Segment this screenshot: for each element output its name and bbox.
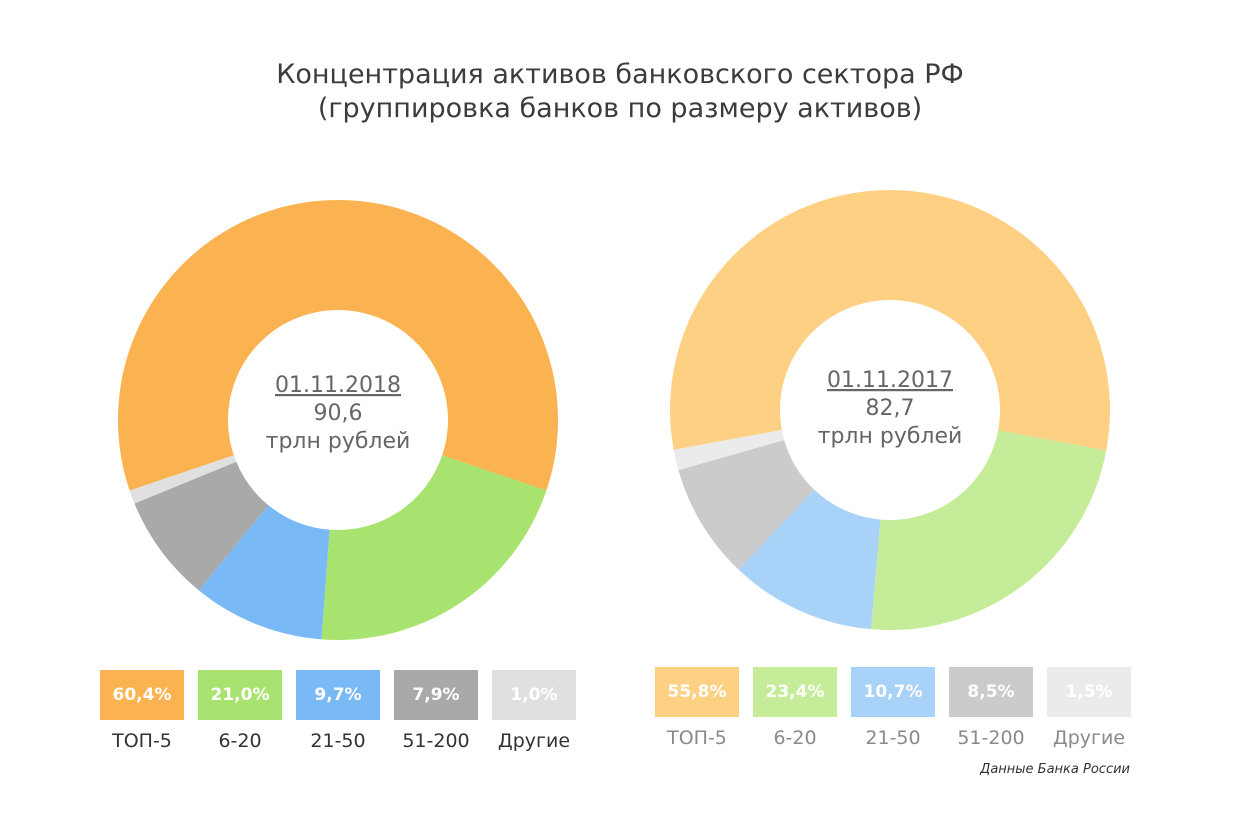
legend-value-21-50: 9,7%: [296, 670, 380, 720]
legend-value-other: 1,5%: [1047, 667, 1131, 717]
donut-slice-21-50: [198, 505, 330, 640]
legend-value-21-50: 10,7%: [851, 667, 935, 717]
source-note: Данные Банка России: [980, 762, 1130, 777]
donut-chart-2017: 01.11.2017 82,7 трлн рублей: [670, 189, 1110, 630]
donut-chart-2018: 01.11.2018 90,6 трлн рублей: [117, 199, 558, 640]
donut-slice-6-20: [321, 455, 547, 640]
donut-slice-other: [129, 455, 237, 504]
legend-label-21-50: 21-50: [865, 727, 921, 749]
center-value-label: 90,6: [314, 401, 363, 426]
legend-value-top5: 60,4%: [100, 670, 184, 720]
center-date-label: 01.11.2017: [827, 368, 953, 393]
center-unit-label: трлн рублей: [266, 429, 411, 454]
legend-value-other: 1,0%: [492, 670, 576, 720]
legend-value-top5: 55,8%: [655, 667, 739, 717]
legend-label-6-20: 6-20: [218, 730, 262, 752]
center-unit-label: трлн рублей: [818, 424, 963, 449]
donut-slice-6-20: [870, 430, 1107, 630]
center-value-label: 82,7: [866, 396, 915, 421]
legend-value-6-20: 23,4%: [753, 667, 837, 717]
donut-slice-51-200: [134, 461, 269, 591]
legend-label-51-200: 51-200: [957, 727, 1025, 749]
legend-label-other: Другие: [497, 730, 571, 752]
title-line-1: Концентрация активов банковского сектора…: [276, 59, 964, 90]
donut-slice-21-50: [738, 489, 881, 630]
donut-slice-51-200: [678, 440, 815, 570]
title-line-2: (группировка банков по размеру активов): [317, 93, 923, 124]
legend-value-6-20: 21,0%: [198, 670, 282, 720]
legend-label-51-200: 51-200: [402, 730, 470, 752]
legend-label-top5: ТОП-5: [667, 727, 727, 749]
legend-label-6-20: 6-20: [773, 727, 817, 749]
legend-label-21-50: 21-50: [310, 730, 366, 752]
donut-slice-top5: [670, 189, 1110, 451]
center-date-label: 01.11.2018: [275, 373, 401, 398]
chart-title: Концентрация активов банковского сектора…: [0, 58, 1240, 126]
legend-label-other: Другие: [1052, 727, 1126, 749]
legend-value-51-200: 7,9%: [394, 670, 478, 720]
legend-value-51-200: 8,5%: [949, 667, 1033, 717]
donut-slice-other: [673, 429, 785, 471]
donut-slice-top5: [117, 199, 558, 491]
legend-label-top5: ТОП-5: [112, 730, 172, 752]
